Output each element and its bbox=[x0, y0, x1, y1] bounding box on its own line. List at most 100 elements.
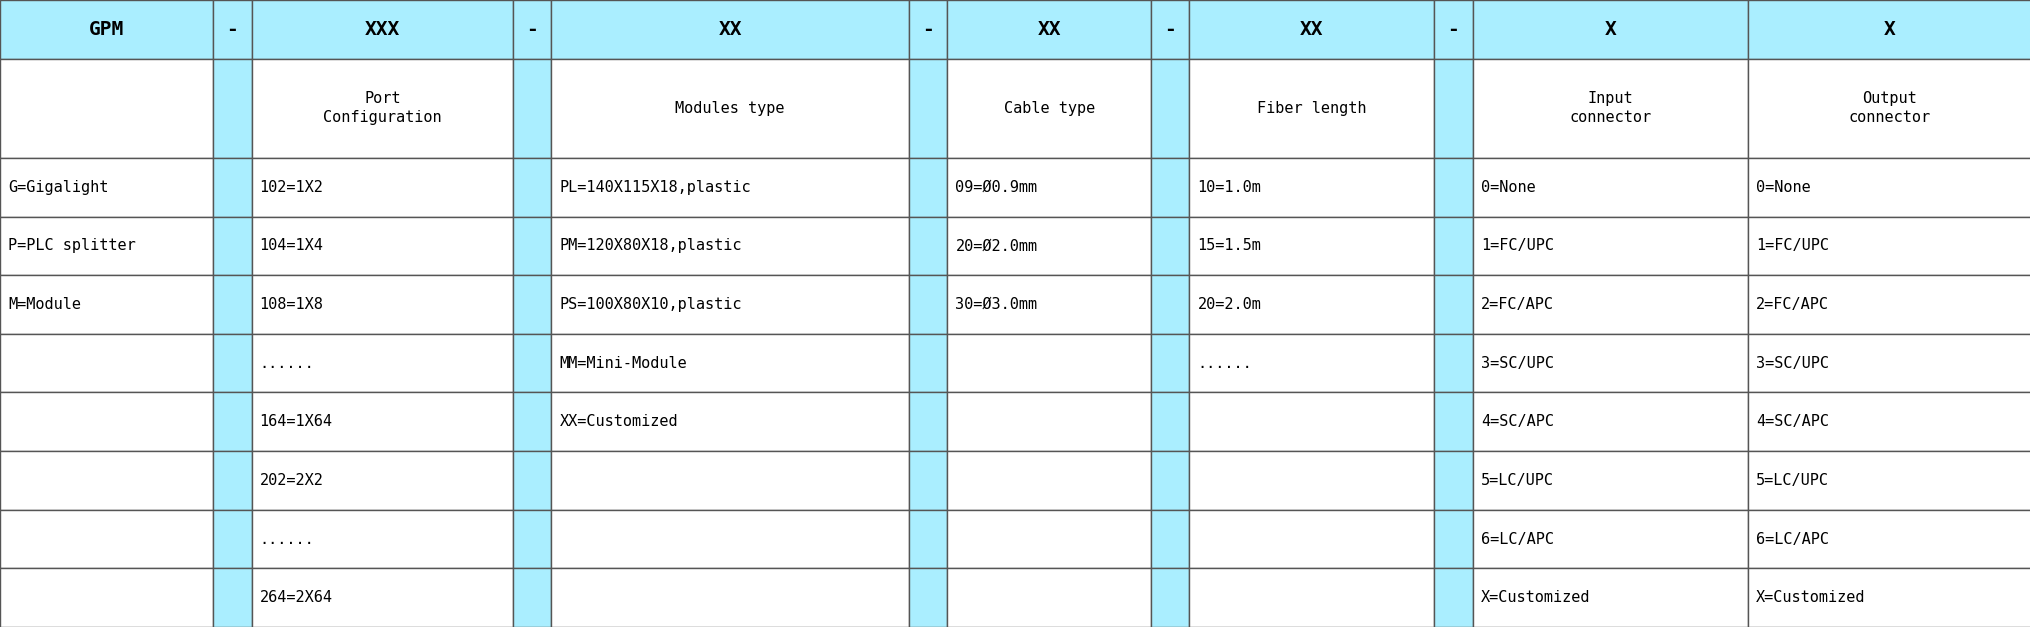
Bar bbox=[1433, 158, 1472, 216]
Text: 6=LC/APC: 6=LC/APC bbox=[1754, 532, 1827, 547]
Text: 6=LC/APC: 6=LC/APC bbox=[1480, 532, 1553, 547]
Text: 5=LC/UPC: 5=LC/UPC bbox=[1754, 473, 1827, 488]
Bar bbox=[550, 59, 909, 158]
Bar bbox=[550, 275, 909, 334]
Bar bbox=[1433, 510, 1472, 568]
Bar bbox=[1151, 334, 1190, 393]
Text: Modules type: Modules type bbox=[676, 101, 784, 116]
Bar bbox=[0, 568, 213, 627]
Text: 1=FC/UPC: 1=FC/UPC bbox=[1754, 238, 1827, 253]
Text: XX: XX bbox=[1299, 20, 1324, 39]
Text: 164=1X64: 164=1X64 bbox=[260, 414, 333, 429]
Bar bbox=[0, 275, 213, 334]
Text: 102=1X2: 102=1X2 bbox=[260, 180, 323, 195]
Bar bbox=[1472, 334, 1748, 393]
Bar bbox=[946, 510, 1151, 568]
Text: 20=2.0m: 20=2.0m bbox=[1198, 297, 1261, 312]
Bar bbox=[1748, 158, 2030, 216]
Bar bbox=[514, 216, 550, 275]
Text: -: - bbox=[1163, 20, 1175, 39]
Bar bbox=[1190, 334, 1433, 393]
Bar bbox=[1151, 275, 1190, 334]
Text: XX=Customized: XX=Customized bbox=[558, 414, 678, 429]
Bar bbox=[1433, 0, 1472, 59]
Bar bbox=[0, 216, 213, 275]
Bar bbox=[514, 275, 550, 334]
Bar bbox=[1748, 568, 2030, 627]
Bar bbox=[213, 568, 252, 627]
Bar bbox=[1748, 0, 2030, 59]
Text: 108=1X8: 108=1X8 bbox=[260, 297, 323, 312]
Bar bbox=[1433, 451, 1472, 510]
Bar bbox=[1472, 59, 1748, 158]
Bar bbox=[1472, 568, 1748, 627]
Text: X: X bbox=[1604, 20, 1616, 39]
Bar bbox=[252, 334, 514, 393]
Bar bbox=[946, 451, 1151, 510]
Text: XX: XX bbox=[719, 20, 741, 39]
Text: P=PLC splitter: P=PLC splitter bbox=[8, 238, 136, 253]
Bar bbox=[1748, 216, 2030, 275]
Text: -: - bbox=[1447, 20, 1460, 39]
Text: 2=FC/APC: 2=FC/APC bbox=[1754, 297, 1827, 312]
Text: Cable type: Cable type bbox=[1003, 101, 1094, 116]
Bar bbox=[1748, 334, 2030, 393]
Bar bbox=[1433, 568, 1472, 627]
Bar bbox=[550, 393, 909, 451]
Bar bbox=[946, 334, 1151, 393]
Bar bbox=[514, 334, 550, 393]
Text: PL=140X115X18,plastic: PL=140X115X18,plastic bbox=[558, 180, 751, 195]
Bar bbox=[252, 451, 514, 510]
Bar bbox=[1190, 393, 1433, 451]
Text: Input
connector: Input connector bbox=[1569, 92, 1650, 125]
Bar bbox=[213, 0, 252, 59]
Bar bbox=[0, 451, 213, 510]
Bar bbox=[0, 158, 213, 216]
Text: Port
Configuration: Port Configuration bbox=[323, 92, 441, 125]
Bar bbox=[1151, 393, 1190, 451]
Bar bbox=[909, 510, 946, 568]
Bar bbox=[213, 59, 252, 158]
Bar bbox=[514, 510, 550, 568]
Bar bbox=[514, 0, 550, 59]
Bar bbox=[946, 275, 1151, 334]
Bar bbox=[1748, 510, 2030, 568]
Bar bbox=[909, 451, 946, 510]
Bar bbox=[550, 216, 909, 275]
Text: M=Module: M=Module bbox=[8, 297, 81, 312]
Bar bbox=[1472, 451, 1748, 510]
Text: X=Customized: X=Customized bbox=[1754, 590, 1864, 605]
Bar bbox=[550, 451, 909, 510]
Bar bbox=[252, 59, 514, 158]
Text: XXX: XXX bbox=[365, 20, 400, 39]
Bar bbox=[1472, 393, 1748, 451]
Text: -: - bbox=[227, 20, 238, 39]
Bar bbox=[1190, 0, 1433, 59]
Bar bbox=[909, 568, 946, 627]
Bar bbox=[514, 158, 550, 216]
Text: 1=FC/UPC: 1=FC/UPC bbox=[1480, 238, 1553, 253]
Bar bbox=[550, 334, 909, 393]
Bar bbox=[1472, 275, 1748, 334]
Text: ......: ...... bbox=[260, 532, 315, 547]
Text: 202=2X2: 202=2X2 bbox=[260, 473, 323, 488]
Bar bbox=[252, 393, 514, 451]
Text: X=Customized: X=Customized bbox=[1480, 590, 1589, 605]
Bar bbox=[1151, 59, 1190, 158]
Bar bbox=[252, 568, 514, 627]
Text: Fiber length: Fiber length bbox=[1257, 101, 1366, 116]
Text: G=Gigalight: G=Gigalight bbox=[8, 180, 108, 195]
Bar bbox=[1433, 59, 1472, 158]
Bar bbox=[550, 158, 909, 216]
Bar bbox=[1190, 158, 1433, 216]
Bar bbox=[213, 334, 252, 393]
Bar bbox=[1748, 451, 2030, 510]
Text: 20=Ø2.0mm: 20=Ø2.0mm bbox=[954, 238, 1037, 253]
Bar bbox=[946, 0, 1151, 59]
Bar bbox=[213, 158, 252, 216]
Text: 09=Ø0.9mm: 09=Ø0.9mm bbox=[954, 180, 1037, 195]
Bar bbox=[1190, 568, 1433, 627]
Bar bbox=[252, 0, 514, 59]
Bar bbox=[1472, 216, 1748, 275]
Bar bbox=[909, 334, 946, 393]
